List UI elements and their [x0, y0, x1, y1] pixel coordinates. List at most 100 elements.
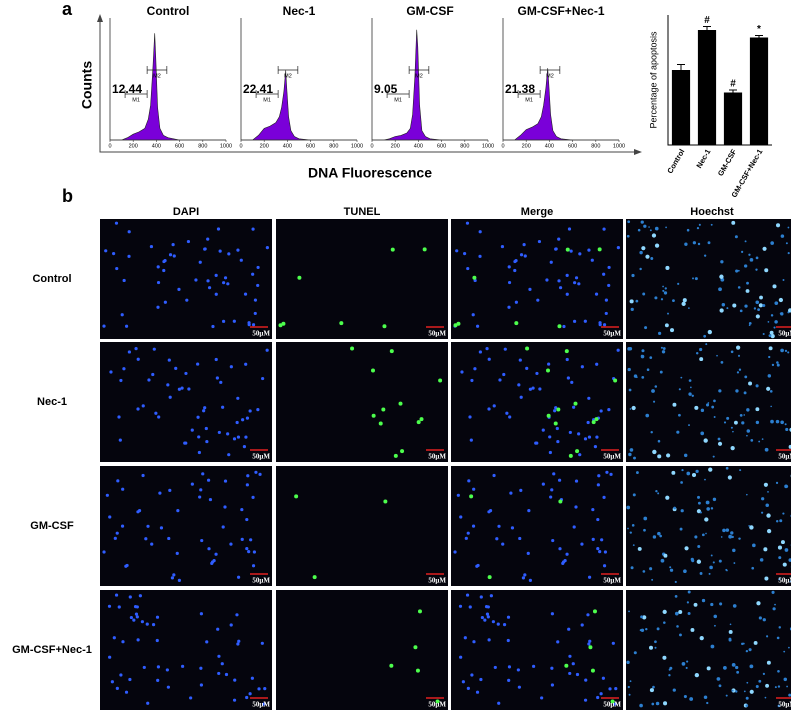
hoechst-dot — [679, 633, 682, 637]
nucleus-dot — [251, 227, 255, 231]
nucleus-dot — [502, 623, 507, 627]
nucleus-dot — [243, 292, 248, 296]
hoechst-dot — [701, 598, 706, 603]
hoechst-dot — [776, 636, 780, 640]
hoechst-dot — [700, 408, 705, 413]
hoechst-dot — [687, 611, 691, 615]
nucleus-dot — [525, 366, 529, 370]
nucleus-dot — [455, 249, 459, 253]
nucleus-dot — [181, 664, 185, 668]
nucleus-dot — [596, 695, 600, 700]
nucleus-dot — [177, 387, 181, 391]
hoechst-dot — [644, 326, 648, 330]
nucleus-dot — [551, 538, 555, 543]
nucleus-dot — [566, 376, 570, 380]
tunel-dot — [350, 346, 355, 351]
nucleus-dot — [531, 386, 535, 390]
hoechst-dot — [637, 228, 641, 232]
nucleus-dot — [562, 324, 566, 329]
hoechst-dot — [784, 484, 788, 489]
hoechst-dot — [656, 627, 660, 631]
hoechst-dot — [640, 615, 644, 619]
outer-axis — [99, 18, 640, 153]
nucleus-dot — [221, 525, 225, 529]
nucleus-dot — [492, 404, 496, 408]
nucleus-dot — [151, 623, 156, 627]
hoechst-dot — [748, 381, 753, 386]
nucleus-dot — [476, 563, 480, 568]
gate-label: M1 — [132, 97, 140, 103]
tunel-dot — [435, 699, 440, 704]
hoechst-dot — [770, 334, 775, 339]
hoechst-dot — [778, 297, 784, 303]
hoechst-dot — [766, 513, 771, 518]
nucleus-dot — [166, 383, 170, 387]
nucleus-dot — [577, 432, 581, 436]
hoechst-dot — [738, 537, 741, 540]
hoechst-dot — [657, 531, 661, 536]
hoechst-dot — [763, 482, 768, 487]
scale-bar-label: 50μM — [252, 577, 270, 585]
nucleus-dot — [506, 615, 511, 619]
nucleus-dot — [124, 690, 129, 694]
hoechst-dot — [770, 241, 774, 245]
nucleus-dot — [553, 409, 557, 413]
micrograph: 50μM — [626, 342, 791, 462]
scale-bar-label: 50μM — [603, 330, 621, 338]
hoechst-dot — [749, 525, 754, 530]
hoechst-dot — [671, 470, 676, 475]
hoechst-dot — [654, 385, 658, 388]
hoechst-dot — [684, 242, 688, 246]
hoechst-dot — [779, 519, 783, 523]
nucleus-dot — [251, 564, 256, 568]
error-bar — [729, 89, 737, 93]
hoechst-dot — [649, 645, 654, 650]
hoechst-dot — [707, 402, 710, 404]
nucleus-dot — [229, 623, 233, 627]
hoechst-dot — [746, 681, 749, 684]
nucleus-dot — [471, 313, 475, 317]
nucleus-dot — [596, 483, 600, 487]
hoechst-dot — [687, 590, 691, 594]
nucleus-dot — [185, 298, 189, 302]
nucleus-dot — [473, 367, 477, 371]
nucleus-dot — [587, 396, 591, 400]
hoechst-dot — [629, 299, 634, 304]
nucleus-dot — [586, 420, 590, 425]
nucleus-dot — [166, 685, 170, 689]
hoechst-dot — [713, 614, 718, 619]
gate-bracket — [539, 66, 561, 74]
nucleus-dot — [205, 640, 209, 644]
hoechst-dot — [784, 349, 788, 352]
nucleus-dot — [464, 536, 468, 540]
hoechst-dot — [631, 524, 635, 527]
hoechst-dot — [703, 334, 707, 338]
bar — [671, 70, 691, 145]
hoechst-dot — [722, 528, 726, 533]
hoechst-dot — [682, 298, 687, 303]
hoechst-dot — [655, 489, 658, 493]
nucleus-dot — [537, 239, 542, 244]
nucleus-dot — [570, 380, 574, 384]
gate-label: M2 — [415, 73, 423, 79]
nucleus-dot — [558, 547, 562, 551]
nucleus-dot — [176, 509, 180, 513]
x-tick-label: 400 — [414, 143, 423, 149]
axis-arrows — [97, 14, 642, 155]
nucleus-dot — [265, 246, 269, 250]
nucleus-dot — [109, 370, 113, 374]
nucleus-dot — [584, 678, 588, 682]
hoechst-dot — [654, 226, 659, 231]
hoechst-dot — [775, 419, 780, 424]
hoechst-dot — [732, 430, 734, 433]
error-bar — [755, 35, 763, 38]
histogram-area — [241, 70, 357, 141]
nucleus-dot — [550, 666, 554, 670]
error-bar — [677, 64, 685, 70]
hoechst-dot — [746, 434, 748, 437]
hoechst-dot — [672, 688, 676, 692]
x-tick-label: 0 — [239, 143, 242, 149]
nucleus-dot — [146, 701, 150, 705]
nucleus-dot — [141, 473, 145, 478]
nucleus-dot — [237, 639, 241, 643]
